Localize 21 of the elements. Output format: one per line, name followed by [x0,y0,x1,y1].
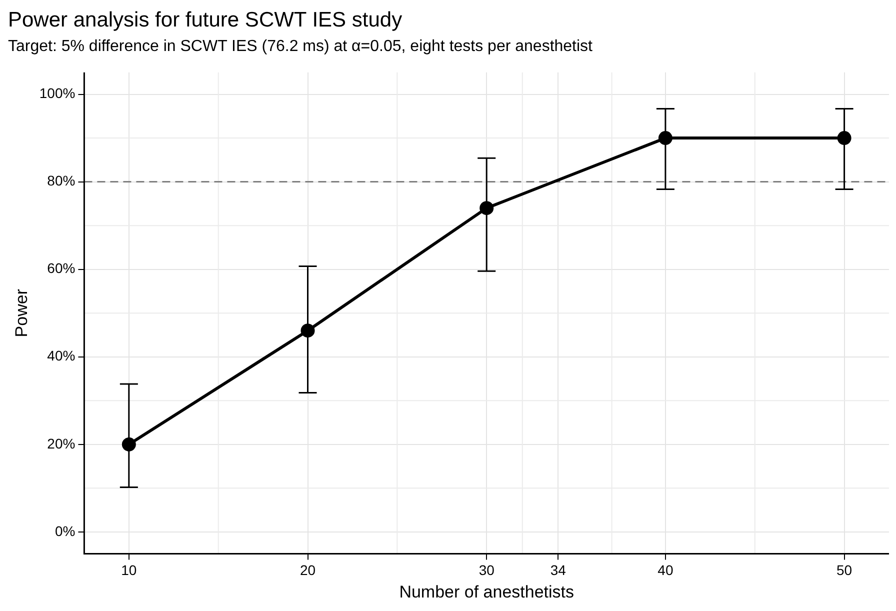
point [300,324,315,338]
x-tick-label: 30 [478,562,495,578]
y-tick-label: 100% [39,85,76,102]
y-axis-title: Power [12,288,31,338]
y-tick-label: 0% [54,522,76,539]
point [658,131,672,146]
x-axis-title: Number of anesthetists [399,582,574,602]
x-tick-label: 50 [836,562,852,578]
x-tick-label: 10 [121,562,137,578]
y-tick-label: 20% [47,435,76,452]
y-tick-label: 80% [47,172,76,189]
y-tick-label: 40% [47,348,76,364]
point [122,437,136,452]
x-tick-label: 40 [658,562,674,578]
x-tick-label: 34 [550,562,566,578]
chart-title: Power analysis for future SCWT IES study [8,8,403,32]
point [480,201,494,216]
chart-subtitle: Target: 5% difference in SCWT IES (76.2 ms) at α=0.05, eight tests per anesthetist [8,38,594,56]
point [837,131,852,146]
y-tick-label: 60% [47,260,76,276]
x-tick-label: 20 [300,562,316,578]
